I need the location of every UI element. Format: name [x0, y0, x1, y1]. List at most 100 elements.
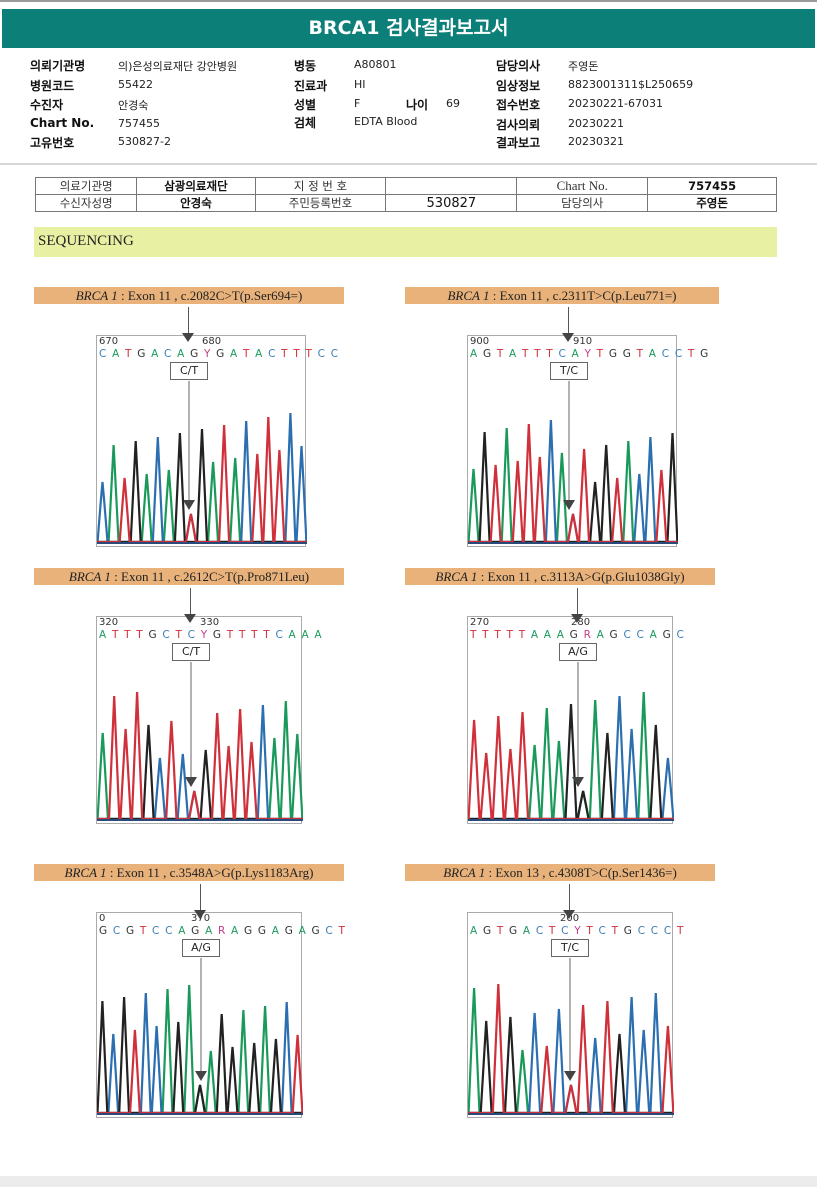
cell — [385, 177, 518, 195]
base-call: T — [548, 925, 557, 937]
label-clinical-info: 임상정보 — [496, 79, 541, 93]
base-call: Y — [584, 348, 593, 360]
base-call: C — [330, 348, 340, 360]
pointer-arrow-icon — [563, 910, 575, 919]
base-call: A — [649, 629, 659, 641]
base-call: G — [569, 629, 580, 641]
base-call: T — [546, 348, 554, 360]
base-call: C — [674, 348, 684, 360]
cell: 주민등록번호 — [254, 194, 387, 212]
sequencing-panel: BRCA 1 : Exon 11 , c.2612C>T(p.Pro871Leu… — [34, 568, 394, 848]
sequencing-panel: BRCA 1 : Exon 13 , c.4308T>C(p.Ser1436=)… — [405, 864, 765, 1144]
pointer-arrow-icon — [182, 333, 194, 342]
base-call: A — [231, 925, 240, 937]
variant-title: BRCA 1 : Exon 11 , c.2082C>T(p.Ser694=) — [34, 287, 344, 304]
gene-name: BRCA 1 — [64, 865, 107, 880]
base-call: C — [663, 925, 673, 937]
cell: 삼광의료재단 — [136, 177, 256, 195]
pointer-arrow-icon — [194, 910, 206, 919]
base-call: C — [99, 348, 108, 360]
trace-plot — [97, 958, 303, 1115]
base-call: T — [482, 629, 490, 641]
value-hospital-code: 55422 — [118, 78, 153, 91]
value-result-report: 20230321 — [568, 135, 624, 148]
base-call: A — [230, 348, 239, 360]
chromatogram: 0 370 G C G T C C A G A R A G G A G A G C … — [96, 912, 345, 1118]
base-call: T — [281, 348, 289, 360]
report-title: BRCA1 검사결과보고서 — [2, 9, 815, 48]
label-requesting-institution: 의뢰기관명 — [30, 59, 86, 73]
label-unique-no: 고유번호 — [30, 136, 75, 150]
base-call: Y — [200, 629, 209, 641]
table-row: 수신자성명 안경숙 주민등록번호 530827 담당의사 주영돈 — [34, 194, 777, 212]
base-call: G — [243, 925, 254, 937]
base-call: C — [650, 925, 660, 937]
trace-plot — [468, 662, 674, 821]
base-call: C — [676, 629, 685, 641]
label-physician: 담당의사 — [496, 59, 541, 73]
base-call: G — [257, 925, 268, 937]
position-label: 320 — [99, 617, 119, 628]
cell: 의료기관명 — [34, 177, 138, 195]
label-age: 나이 — [406, 98, 429, 112]
pointer-arrow-icon — [184, 614, 196, 623]
divider — [0, 163, 817, 165]
base-call: T — [125, 348, 133, 360]
cell: 주영돈 — [647, 194, 777, 212]
value-department: HI — [354, 78, 366, 91]
gene-name: BRCA 1 — [435, 569, 478, 584]
position-label: 680 — [202, 336, 222, 347]
base-call: C — [325, 925, 334, 937]
trace-plot — [97, 381, 307, 544]
pointer-line — [577, 588, 578, 618]
cell: 지 정 번 호 — [254, 177, 387, 195]
trace-plot — [468, 958, 674, 1115]
trace-plot — [97, 662, 303, 821]
chromatogram: 320 330 A T T T G C T C Y G T T T T C A A … — [96, 616, 322, 824]
section-title: SEQUENCING — [34, 227, 777, 257]
base-call: G — [700, 348, 710, 360]
variant-description: : Exon 11 , c.3113A>G(p.Glu1038Gly) — [477, 569, 685, 584]
chromatogram: 900 910 A G T A T T T C A Y T G G T A C C … — [467, 335, 708, 547]
base-call: T — [687, 348, 696, 360]
patient-info: 의뢰기관명 의)은성의료재단 강안병원 병원코드 55422 수진자 안경숙 C… — [0, 48, 817, 168]
label-chart-no: Chart No. — [30, 116, 95, 130]
base-call: T — [494, 629, 502, 641]
pointer-arrow-icon — [562, 333, 574, 342]
trace-plot — [468, 381, 678, 544]
base-call: C — [268, 348, 277, 360]
label-result-report: 결과보고 — [496, 136, 541, 150]
sequencing-panel: BRCA 1 : Exon 11 , c.3113A>G(p.Glu1038Gl… — [405, 568, 765, 848]
gene-name: BRCA 1 — [447, 288, 490, 303]
pointer-arrow-icon — [183, 500, 195, 510]
base-call: G — [622, 348, 633, 360]
value-unique-no: 530827-2 — [118, 135, 171, 148]
base-sequence: A G T G A C T C Y T C T G C C C T — [470, 925, 685, 937]
base-call: A — [571, 348, 580, 360]
chromatogram: 200 A G T G A C T C Y T C T G C C C T T/C — [467, 912, 683, 1118]
base-call: C — [162, 629, 171, 641]
base-call: T — [534, 348, 542, 360]
label-specimen: 검체 — [294, 116, 317, 130]
variant-description: : Exon 11 , c.2612C>T(p.Pro871Leu) — [110, 569, 310, 584]
base-sequence: T T T T T A A A G R A G C C A G C — [470, 629, 685, 641]
gene-name: BRCA 1 — [443, 865, 486, 880]
position-label: 910 — [573, 336, 593, 347]
label-department: 진료과 — [294, 79, 328, 93]
variant-title: BRCA 1 : Exon 11 , c.2612C>T(p.Pro871Leu… — [34, 568, 344, 585]
pointer-line — [188, 307, 189, 337]
variant-description: : Exon 13 , c.4308T>C(p.Ser1436=) — [485, 865, 677, 880]
pointer-line — [568, 307, 569, 337]
value-sex: F — [354, 97, 361, 110]
base-call: A — [470, 925, 479, 937]
base-call: C — [317, 348, 327, 360]
position-label: 270 — [470, 617, 490, 628]
base-call: C — [558, 348, 567, 360]
base-call: G — [212, 629, 223, 641]
trace-A — [97, 444, 307, 544]
heterozygous-call-label: C/T — [172, 643, 210, 661]
base-call: T — [124, 629, 132, 641]
gene-name: BRCA 1 — [68, 569, 111, 584]
base-call: T — [175, 629, 184, 641]
trace-G — [97, 428, 307, 544]
